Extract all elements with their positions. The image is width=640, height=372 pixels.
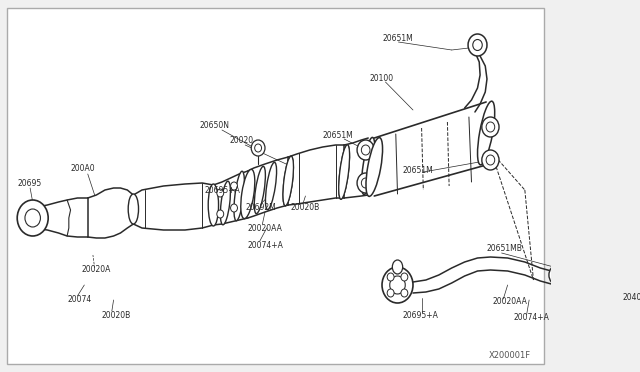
- Ellipse shape: [128, 194, 138, 224]
- Text: 20651MB: 20651MB: [487, 244, 523, 253]
- Text: 20020: 20020: [230, 135, 254, 144]
- Ellipse shape: [477, 101, 495, 165]
- Ellipse shape: [362, 137, 375, 195]
- Ellipse shape: [241, 169, 255, 219]
- Text: 20020AA: 20020AA: [492, 298, 527, 307]
- Text: 20100: 20100: [370, 74, 394, 83]
- Ellipse shape: [255, 144, 262, 152]
- Text: 20020AA: 20020AA: [248, 224, 283, 232]
- Circle shape: [370, 148, 377, 156]
- Circle shape: [401, 273, 408, 281]
- Ellipse shape: [208, 184, 218, 226]
- Ellipse shape: [234, 171, 244, 221]
- Ellipse shape: [254, 166, 266, 214]
- Text: 20695+A: 20695+A: [205, 186, 241, 195]
- Text: 20651M: 20651M: [323, 131, 353, 140]
- Ellipse shape: [252, 140, 265, 156]
- Text: 200A0: 200A0: [70, 164, 95, 173]
- Ellipse shape: [362, 145, 370, 155]
- Ellipse shape: [562, 267, 574, 293]
- Ellipse shape: [549, 265, 566, 285]
- Circle shape: [370, 176, 377, 184]
- Circle shape: [25, 209, 40, 227]
- Ellipse shape: [473, 39, 483, 51]
- Ellipse shape: [339, 145, 349, 199]
- Circle shape: [217, 210, 224, 218]
- Ellipse shape: [392, 260, 403, 274]
- Text: 20695: 20695: [17, 179, 42, 187]
- Text: X200001F: X200001F: [489, 350, 531, 359]
- Ellipse shape: [357, 140, 374, 160]
- Circle shape: [230, 204, 237, 212]
- Text: 20074+A: 20074+A: [248, 241, 284, 250]
- Text: 20074: 20074: [67, 295, 92, 305]
- Circle shape: [401, 289, 408, 297]
- Circle shape: [217, 189, 224, 197]
- Circle shape: [382, 267, 413, 303]
- Text: 20692M: 20692M: [245, 202, 276, 212]
- Circle shape: [390, 276, 405, 294]
- Ellipse shape: [553, 270, 562, 280]
- Text: 20400: 20400: [623, 294, 640, 302]
- Circle shape: [230, 182, 237, 190]
- Ellipse shape: [366, 138, 383, 196]
- Text: 20651M: 20651M: [403, 166, 433, 174]
- Text: 20020B: 20020B: [102, 311, 131, 320]
- Ellipse shape: [220, 181, 230, 225]
- Circle shape: [360, 151, 367, 159]
- Ellipse shape: [468, 34, 487, 56]
- Ellipse shape: [486, 155, 495, 165]
- Circle shape: [387, 289, 394, 297]
- Ellipse shape: [362, 178, 370, 188]
- Circle shape: [387, 273, 394, 281]
- Text: 20695+A: 20695+A: [403, 311, 438, 320]
- Text: 20020B: 20020B: [291, 202, 320, 212]
- Ellipse shape: [482, 150, 499, 170]
- Circle shape: [360, 174, 367, 182]
- Ellipse shape: [266, 162, 276, 210]
- Ellipse shape: [283, 156, 293, 206]
- Circle shape: [17, 200, 48, 236]
- Text: 20074+A: 20074+A: [514, 314, 550, 323]
- Text: 20651M: 20651M: [383, 33, 413, 42]
- Text: 20020A: 20020A: [82, 266, 111, 275]
- Text: 20650N: 20650N: [200, 121, 230, 129]
- Ellipse shape: [357, 173, 374, 193]
- Ellipse shape: [486, 122, 495, 132]
- Ellipse shape: [283, 156, 293, 206]
- FancyBboxPatch shape: [7, 8, 544, 364]
- Ellipse shape: [482, 117, 499, 137]
- Ellipse shape: [339, 145, 349, 199]
